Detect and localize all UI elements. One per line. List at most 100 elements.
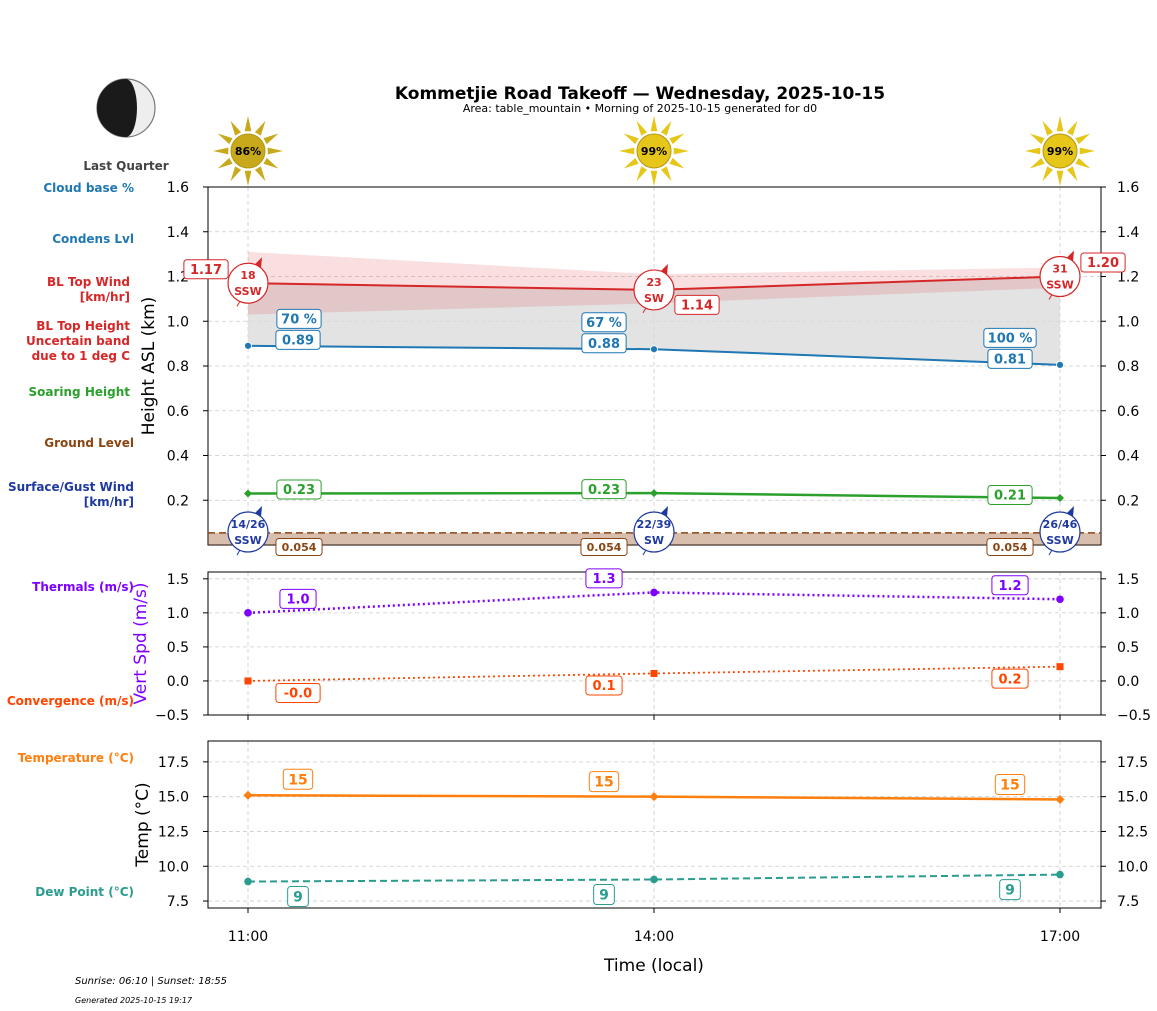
height-axis-ytick-label-right: 1.6	[1117, 180, 1139, 196]
bltop-wind-speed: 31	[1052, 263, 1067, 276]
ground-value-label: 0.054	[993, 541, 1028, 554]
height-axis-ytick-label-right: 0.8	[1117, 359, 1139, 375]
side-label-cloud-base: Cloud base %	[43, 181, 134, 195]
footer-generated: Generated 2025-10-15 19:17	[75, 996, 193, 1005]
temp-axis-ytick-label: 12.5	[158, 824, 189, 840]
height-axis-ytick-label: 0.4	[167, 449, 189, 465]
dewpoint-value-label-box	[593, 883, 615, 905]
bltop-value-label-box	[674, 294, 720, 315]
cloud-base-pct-label-box	[983, 327, 1037, 348]
footer-sun-times: Sunrise: 06:10 | Sunset: 18:55	[75, 976, 227, 987]
convergence-value-label-box	[585, 675, 623, 696]
surface-wind-speed: 14/26	[231, 518, 266, 531]
side-label-bltop-wind: BL Top Wind	[47, 275, 130, 289]
vspeed-axis-ytick-label: −0.5	[155, 708, 189, 724]
convergence-point	[1056, 663, 1064, 671]
vspeed-axis-ytick-label: 0.0	[167, 674, 189, 690]
convergence-value-label: 0.2	[998, 672, 1021, 687]
sun-icon-ray	[669, 133, 685, 145]
side-label-temperature: Temperature (°C)	[18, 751, 134, 765]
sun-icon-ray	[1056, 116, 1064, 132]
soaring-value-label: 0.23	[588, 483, 620, 498]
vspeed-axis-ytick-label-right: 0.0	[1117, 674, 1139, 690]
cloud-base-pct-label: 67 %	[586, 316, 622, 331]
x-axis-title: Time (local)	[603, 956, 704, 976]
bltop-wind-circle	[227, 262, 269, 304]
height-axis-ytick-label-right: 0.6	[1117, 404, 1139, 420]
soaring-value-label-box	[987, 485, 1033, 506]
sun-icon-ray	[650, 116, 658, 132]
bltop-wind-arrow	[255, 257, 262, 269]
temp-axis-ytick-label-right: 17.5	[1117, 755, 1148, 771]
height-axis-ytick-label-right: 1.2	[1117, 270, 1139, 286]
x-tick-label: 17:00	[1040, 929, 1080, 945]
sun-icon-ray	[1056, 170, 1064, 186]
plot-layer: 0.2 0.2 0.4 0.4 0.6 0.6 0.8 0.8 1.0 1.0 1.2 1.2 1.4 1…	[131, 116, 1151, 976]
soaring-value-label: 0.21	[994, 489, 1026, 504]
bltop-wind-arrow	[661, 263, 668, 275]
sun-icon-ray	[636, 120, 648, 136]
thermal-value-label: 1.0	[286, 593, 309, 608]
sun-icon-disc	[1042, 133, 1078, 169]
surface-wind-circle	[633, 511, 675, 553]
side-label-bltop-height: Uncertain band	[26, 334, 130, 348]
side-label-bltop-height: due to 1 deg C	[32, 349, 131, 363]
sun-icon-ray	[1075, 133, 1091, 145]
sun-icon-percent: 99%	[1047, 145, 1073, 158]
vspeed-axis-title: Vert Spd (m/s)	[131, 582, 151, 704]
bltop-wind-circle	[633, 269, 675, 311]
sun-icon-ray	[244, 116, 252, 132]
sun-icon-ray	[660, 166, 672, 182]
condens-value-label-box	[581, 333, 627, 354]
cloud-base-pct-label-box	[581, 312, 627, 333]
temp-axis-frame	[207, 740, 1102, 909]
bltop-wind-circle	[1039, 255, 1081, 298]
cloud-region	[248, 276, 1060, 365]
side-label-surface-wind: [km/hr]	[84, 495, 134, 509]
bltop-wind-dir: SSW	[234, 285, 261, 298]
sun-icon-ray	[623, 157, 639, 169]
sun-icon-ray	[1079, 147, 1095, 155]
sun-icon: 99%	[1025, 116, 1095, 186]
surface-wind-dir: SSW	[1046, 534, 1073, 547]
vspeed-axis-frame	[207, 571, 1102, 716]
convergence-value-label-box	[275, 682, 321, 703]
condens-point	[650, 345, 658, 354]
bltop-wind-dir: SW	[644, 292, 664, 305]
x-tick-label: 14:00	[634, 929, 674, 945]
temperature-value-label: 15	[594, 775, 613, 791]
cloud-base-pct-label-box	[276, 308, 322, 329]
vspeed-axis-ytick-label-right: 1.5	[1117, 572, 1139, 588]
surface-wind-speed: 26/46	[1043, 518, 1078, 531]
surface-wind-circle	[1039, 511, 1081, 553]
temp-axis-ytick-label-right: 7.5	[1117, 894, 1139, 910]
surface-wind-circle	[227, 511, 269, 553]
sun-icon-ray	[1066, 166, 1078, 182]
surface-wind-dir: SSW	[234, 534, 261, 547]
vspeed-axis-ytick-label: 1.5	[167, 572, 189, 588]
side-label-surface-wind: Surface/Gust Wind	[8, 480, 134, 494]
sun-icon-ray	[669, 157, 685, 169]
bltop-wind-tail	[1048, 294, 1053, 300]
temperature-point	[243, 790, 253, 800]
side-label-dewpoint: Dew Point (°C)	[35, 885, 134, 899]
height-axis-ytick-label: 0.6	[167, 404, 189, 420]
dewpoint-value-label: 9	[1005, 883, 1015, 899]
thermal-point	[650, 588, 658, 597]
temp-axis-ytick-label-right: 15.0	[1117, 790, 1148, 806]
sun-icon-ray	[217, 133, 233, 145]
sun-icon-ray	[1066, 120, 1078, 136]
thermal-value-label: 1.3	[592, 572, 615, 587]
height-axis-ytick-label: 0.8	[167, 359, 189, 375]
surface-wind-arrow	[1067, 506, 1074, 517]
surface-wind-tail	[1048, 549, 1053, 556]
condens-value-label-box	[987, 348, 1033, 369]
height-axis-title: Height ASL (km)	[139, 297, 159, 436]
dewpoint-value-label-box	[999, 879, 1021, 901]
bltop-wind-tail	[642, 307, 647, 314]
sun-icon-ray	[650, 170, 658, 186]
side-label-bltop-wind: [km/hr]	[80, 290, 130, 304]
side-label-bltop-height: BL Top Height	[36, 319, 130, 333]
soaring-value-label-box	[581, 479, 627, 500]
